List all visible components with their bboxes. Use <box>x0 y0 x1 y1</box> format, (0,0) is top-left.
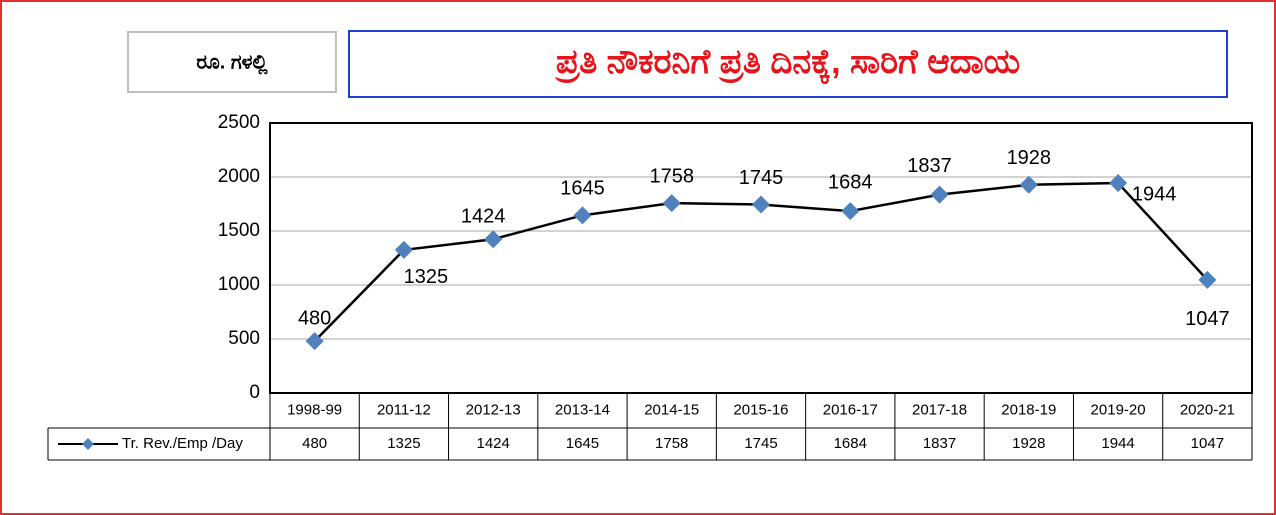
marker <box>305 332 324 351</box>
table-value: 480 <box>302 435 327 452</box>
x-tick-label: 2013-14 <box>555 401 610 418</box>
table-value: 1325 <box>387 435 420 452</box>
marker <box>484 230 503 249</box>
data-label: 1424 <box>461 205 506 227</box>
x-tick-label: 2011-12 <box>377 401 431 418</box>
x-tick-label: 2012-13 <box>466 401 521 418</box>
data-label: 1837 <box>907 155 952 177</box>
y-tick-label: 500 <box>228 328 260 349</box>
y-tick-label: 0 <box>249 382 260 403</box>
marker <box>573 206 592 225</box>
data-label: 1758 <box>649 165 694 187</box>
x-tick-label: 2016-17 <box>823 401 878 418</box>
marker <box>1198 270 1217 289</box>
table-value: 1684 <box>834 435 867 452</box>
marker <box>752 195 770 214</box>
x-tick-label: 2018-19 <box>1001 401 1056 418</box>
legend-label: Tr. Rev./Emp /Day <box>122 435 243 452</box>
table-value: 1745 <box>744 435 777 452</box>
x-tick-label: 2015-16 <box>733 401 788 418</box>
plot-border <box>269 122 1253 394</box>
data-label: 1928 <box>1007 147 1052 169</box>
data-label: 1047 <box>1185 308 1230 330</box>
y-tick-label: 1000 <box>218 274 260 295</box>
data-label: 1645 <box>560 178 605 200</box>
unit-box <box>127 31 337 93</box>
table-value: 1424 <box>476 435 509 452</box>
marker <box>1019 175 1038 194</box>
marker <box>394 240 413 259</box>
table-value: 1758 <box>655 435 688 452</box>
data-label: 1684 <box>828 171 873 193</box>
table-value: 1837 <box>923 435 956 452</box>
y-tick-label: 2500 <box>218 112 260 133</box>
table-value: 1944 <box>1101 435 1134 452</box>
table-value: 1645 <box>566 435 599 452</box>
x-tick-label: 2019-20 <box>1091 401 1146 418</box>
x-tick-label: 2020-21 <box>1180 401 1235 418</box>
table-value: 1047 <box>1191 435 1224 452</box>
chart-title: ಪ್ರತಿ ನೌಕರನಿಗೆ ಪ್ರತಿ ದಿನಕ್ಕೆ, ಸಾರಿಗೆ ಆದಾ… <box>554 43 1020 85</box>
legend-marker <box>82 438 94 450</box>
table-value: 1928 <box>1012 435 1045 452</box>
marker <box>841 202 860 221</box>
y-tick-label: 1500 <box>218 220 260 241</box>
x-tick-label: 2014-15 <box>644 401 699 418</box>
marker <box>1109 174 1128 193</box>
data-label: 1745 <box>739 167 784 189</box>
data-label: 480 <box>298 307 331 329</box>
data-label: 1944 <box>1132 183 1177 205</box>
unit-label: ರೂ. ಗಳಲ್ಲಿ <box>196 51 268 75</box>
x-tick-label: 1998-99 <box>287 401 342 418</box>
marker <box>662 194 681 213</box>
data-label: 1325 <box>404 266 449 288</box>
title-box <box>348 30 1228 98</box>
marker <box>930 185 949 204</box>
x-tick-label: 2017-18 <box>912 401 967 418</box>
y-tick-label: 2000 <box>218 166 260 187</box>
